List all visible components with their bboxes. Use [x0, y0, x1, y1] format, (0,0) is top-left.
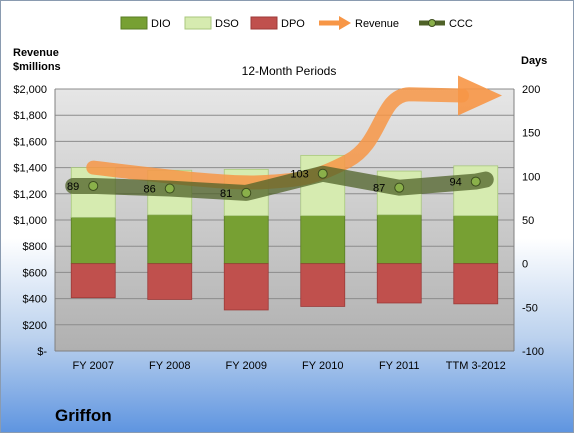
- ccc-data-label: 89: [67, 181, 79, 193]
- ccc-data-label: 81: [220, 188, 232, 200]
- x-tick-label: FY 2011: [379, 360, 420, 372]
- company-name: Griffon: [55, 406, 112, 425]
- right-axis-title: Days: [521, 55, 547, 67]
- x-axis: FY 2007 FY 2008 FY 2009 FY 2010 FY 2011 TTM 3…: [55, 350, 514, 372]
- dpo-bar: [300, 263, 346, 307]
- dio-bar: [453, 215, 499, 265]
- left-axis: $- $200 $400 $600 $800 $1,000 $1,200 $1,400 $1,6…: [13, 84, 56, 358]
- left-tick-label: $-: [37, 346, 47, 358]
- left-axis-title-line2: $millions: [13, 61, 61, 73]
- dio-bar: [376, 214, 422, 265]
- dpo-bar: [70, 263, 116, 299]
- left-tick-label: $1,800: [13, 110, 47, 122]
- ccc-data-label: 94: [450, 177, 462, 189]
- legend-label: CCC: [449, 18, 473, 30]
- x-tick-label: FY 2009: [226, 360, 267, 372]
- ccc-point: [317, 168, 328, 179]
- x-tick-label: FY 2010: [302, 360, 343, 372]
- dpo-bar: [223, 263, 269, 311]
- left-axis-title-line1: Revenue: [13, 47, 59, 59]
- left-tick-label: $600: [23, 267, 47, 279]
- left-tick-label: $1,200: [13, 189, 47, 201]
- right-axis: -100 -50 0 50 100 150 200: [513, 84, 544, 358]
- ccc-point: [470, 176, 481, 187]
- right-tick-label: 200: [522, 84, 540, 96]
- legend-label: Revenue: [355, 18, 399, 30]
- right-tick-label: -50: [522, 302, 538, 314]
- left-tick-label: $400: [23, 294, 47, 306]
- x-tick-label: FY 2007: [73, 360, 114, 372]
- ccc-data-label: 103: [290, 169, 308, 181]
- legend-swatch-arrowhead: [339, 16, 351, 30]
- dio-bar: [223, 215, 269, 265]
- dpo-bar: [147, 263, 193, 300]
- ccc-data-label: 86: [144, 184, 156, 196]
- left-tick-label: $800: [23, 241, 47, 253]
- right-tick-label: 0: [522, 259, 528, 271]
- legend-swatch: [120, 16, 148, 30]
- legend: DIO DSO DPO Revenue CCC: [120, 16, 473, 30]
- left-tick-label: $200: [23, 320, 47, 332]
- legend-swatch: [184, 16, 212, 30]
- chart-title: 12-Month Periods: [242, 64, 337, 78]
- legend-label: DIO: [151, 18, 171, 30]
- right-tick-label: 100: [522, 171, 540, 183]
- ccc-point: [241, 187, 252, 198]
- legend-swatch-marker: [428, 19, 436, 27]
- right-tick-label: -100: [522, 346, 544, 358]
- ccc-point: [164, 183, 175, 194]
- left-tick-label: $2,000: [13, 84, 47, 96]
- dio-bar: [147, 214, 193, 265]
- left-tick-label: $1,600: [13, 136, 47, 148]
- ccc-point: [88, 180, 99, 191]
- right-tick-label: 150: [522, 128, 540, 140]
- ccc-line: 89 86 81 103 87 94: [65, 165, 494, 201]
- x-tick-label: FY 2008: [149, 360, 190, 372]
- dio-bar: [300, 215, 346, 265]
- dpo-bar: [376, 263, 422, 304]
- ccc-band: [65, 165, 494, 201]
- revenue-arrowhead: [458, 75, 502, 116]
- left-tick-label: $1,400: [13, 163, 47, 175]
- ccc-data-label: 87: [373, 183, 385, 195]
- dio-bar: [70, 216, 116, 265]
- left-tick-label: $1,000: [13, 215, 47, 227]
- dpo-bar: [453, 263, 499, 305]
- right-tick-label: 50: [522, 215, 534, 227]
- legend-label: DPO: [281, 18, 305, 30]
- legend-swatch: [250, 16, 278, 30]
- legend-label: DSO: [215, 18, 239, 30]
- ccc-point: [394, 182, 405, 193]
- x-tick-label: TTM 3-2012: [446, 360, 506, 372]
